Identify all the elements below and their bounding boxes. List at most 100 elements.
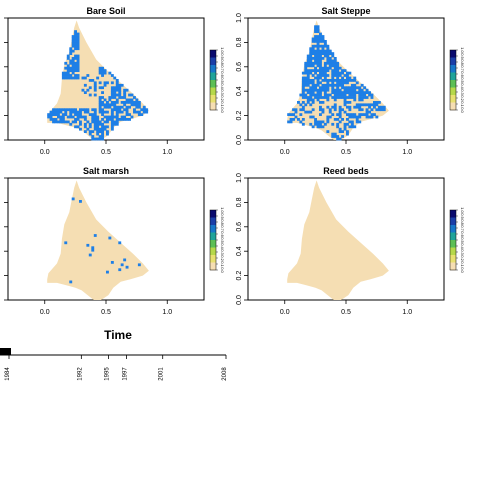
presence-cell	[336, 86, 340, 90]
presence-cell	[343, 110, 347, 114]
presence-cell	[101, 122, 104, 126]
presence-cell	[309, 103, 313, 107]
presence-cell	[375, 101, 379, 104]
timeline: Time 1984 1992 1995 1997 2001 2008	[0, 328, 228, 381]
presence-cell	[319, 44, 322, 48]
panel-title: Salt marsh	[83, 166, 129, 176]
presence-cell	[106, 110, 109, 114]
presence-cell	[346, 122, 349, 126]
presence-cell	[370, 96, 374, 99]
presence-cell	[110, 88, 114, 92]
presence-cell	[299, 103, 303, 107]
presence-cell	[309, 91, 313, 94]
presence-cell	[301, 118, 305, 121]
presence-cell	[301, 105, 305, 109]
presence-cell	[350, 122, 354, 126]
presence-cell	[314, 40, 317, 43]
presence-cell	[373, 101, 376, 104]
presence-cell	[299, 108, 303, 112]
presence-cell	[106, 101, 109, 104]
presence-cell	[96, 127, 100, 131]
presence-cell	[314, 35, 317, 38]
presence-cell	[118, 241, 122, 245]
presence-cell	[74, 40, 77, 43]
presence-cell	[49, 110, 53, 114]
presence-cell	[306, 59, 310, 63]
presence-cell	[314, 88, 317, 92]
presence-cell	[333, 88, 337, 92]
presence-cell	[309, 98, 313, 102]
presence-cell	[341, 83, 344, 87]
presence-cell	[363, 96, 367, 99]
presence-cell	[76, 35, 80, 38]
presence-cell	[355, 91, 359, 94]
presence-cell	[377, 108, 381, 112]
presence-cell	[76, 115, 80, 119]
presence-cell	[98, 135, 102, 138]
presence-cell	[113, 105, 117, 109]
presence-cell	[314, 93, 317, 97]
presence-cell	[311, 69, 315, 72]
presence-cell	[137, 263, 141, 267]
presence-cell	[292, 118, 295, 121]
presence-cell	[64, 120, 68, 124]
timeline-progress-marker[interactable]	[0, 348, 11, 355]
presence-cell	[145, 110, 149, 114]
legend-tick-label: 0.3	[460, 89, 465, 95]
presence-cell	[115, 122, 119, 126]
presence-cell	[365, 110, 369, 114]
presence-cell	[106, 125, 109, 129]
presence-cell	[69, 52, 73, 55]
presence-cell	[314, 86, 317, 90]
presence-cell	[316, 25, 320, 29]
presence-cell	[319, 125, 322, 129]
presence-cell	[338, 110, 342, 114]
presence-cell	[331, 81, 335, 85]
presence-cell	[348, 79, 352, 82]
presence-cell	[326, 74, 330, 77]
presence-cell	[341, 93, 344, 97]
presence-cell	[301, 76, 305, 80]
presence-cell	[76, 61, 80, 65]
legend-swatch	[210, 255, 216, 263]
panel-salt-steppe: Salt Steppe 0.0 0.5 1.0 0.0 0.2 0.4 0.6 0.8 1.0…	[236, 6, 465, 156]
presence-cell	[348, 76, 352, 80]
presence-cell	[91, 246, 95, 250]
presence-cell	[91, 130, 95, 133]
presence-cell	[348, 115, 352, 119]
presence-cell	[306, 71, 310, 75]
presence-cell	[52, 108, 55, 112]
presence-cell	[311, 61, 315, 65]
legend-swatch	[450, 57, 456, 66]
presence-cell	[328, 108, 332, 112]
presence-cell	[336, 79, 340, 82]
presence-cell	[120, 101, 124, 104]
presence-cell	[79, 110, 82, 114]
presence-cell	[118, 93, 122, 97]
presence-cell	[81, 76, 85, 80]
presence-cell	[314, 61, 317, 65]
presence-cell	[128, 113, 131, 116]
presence-cell	[355, 103, 359, 107]
legend-swatch	[210, 95, 216, 103]
presence-cell	[314, 96, 317, 99]
presence-cell	[115, 101, 119, 104]
presence-cell	[314, 76, 317, 80]
presence-cell	[304, 96, 308, 99]
timeline-year-label: 2001	[159, 367, 165, 381]
presence-cell	[299, 113, 303, 116]
presence-cell	[346, 130, 349, 133]
legend-tick-label: 0.8	[460, 59, 465, 65]
presence-cell	[311, 98, 315, 102]
presence-cell	[316, 54, 320, 58]
presence-cell	[316, 61, 320, 65]
presence-cell	[333, 98, 337, 102]
presence-cell	[123, 96, 127, 99]
presence-cell	[353, 83, 357, 87]
presence-cell	[69, 115, 73, 119]
presence-cell	[98, 71, 102, 75]
presence-cell	[123, 91, 127, 94]
presence-cell	[61, 76, 65, 80]
presence-cell	[348, 88, 352, 92]
presence-cell	[338, 120, 342, 124]
